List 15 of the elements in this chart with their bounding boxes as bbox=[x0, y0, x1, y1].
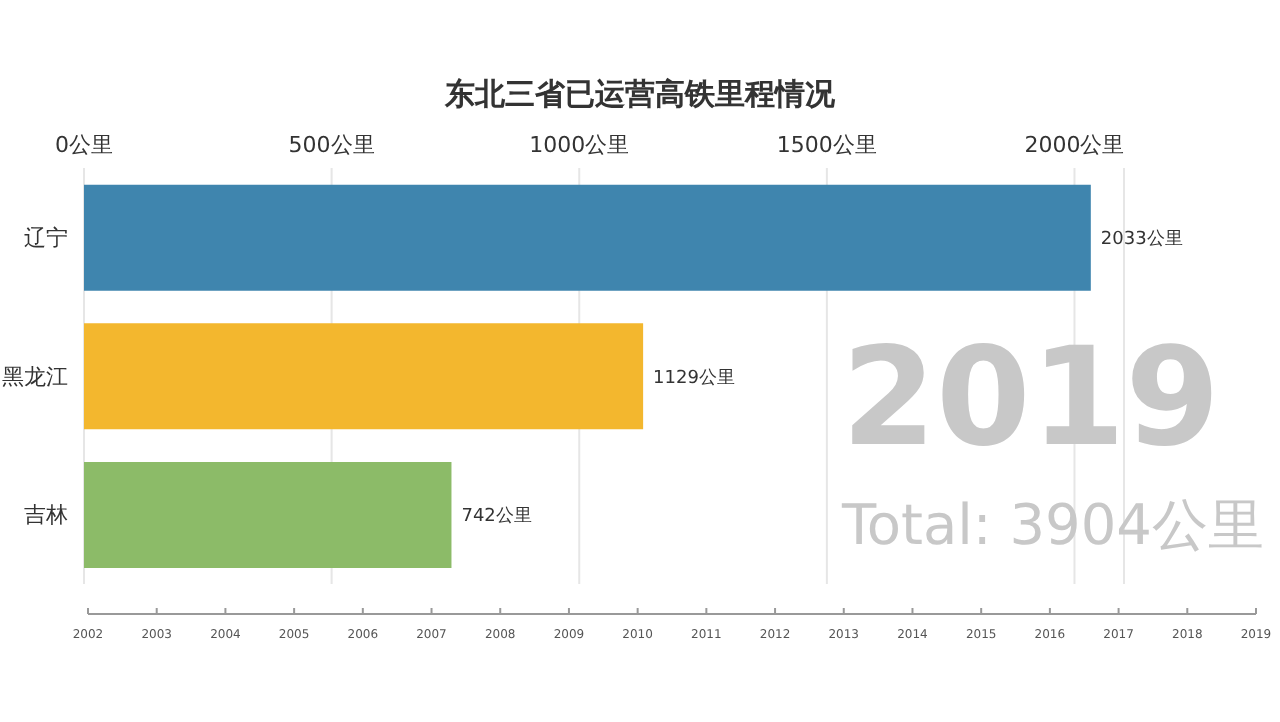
y-tick-label: 吉林 bbox=[24, 502, 68, 529]
x-tick-label: 1500公里 bbox=[776, 132, 877, 158]
chart-title: 东北三省已运营高铁里程情况 bbox=[443, 76, 837, 114]
bar bbox=[84, 323, 644, 430]
data-label: 1129公里 bbox=[653, 366, 735, 389]
x-tick-label: 2000公里 bbox=[1024, 132, 1125, 158]
y-tick-label: 黑龙江 bbox=[2, 363, 68, 390]
data-label: 2033公里 bbox=[1100, 228, 1183, 251]
bar bbox=[84, 461, 452, 568]
x-tick-label: 1000公里 bbox=[529, 132, 630, 158]
bar bbox=[84, 184, 1091, 291]
x-tick-label: 0公里 bbox=[55, 132, 113, 158]
x-tick-label: 500公里 bbox=[288, 132, 375, 158]
data-label: 742公里 bbox=[461, 505, 532, 528]
y-tick-label: 辽宁 bbox=[24, 225, 68, 252]
